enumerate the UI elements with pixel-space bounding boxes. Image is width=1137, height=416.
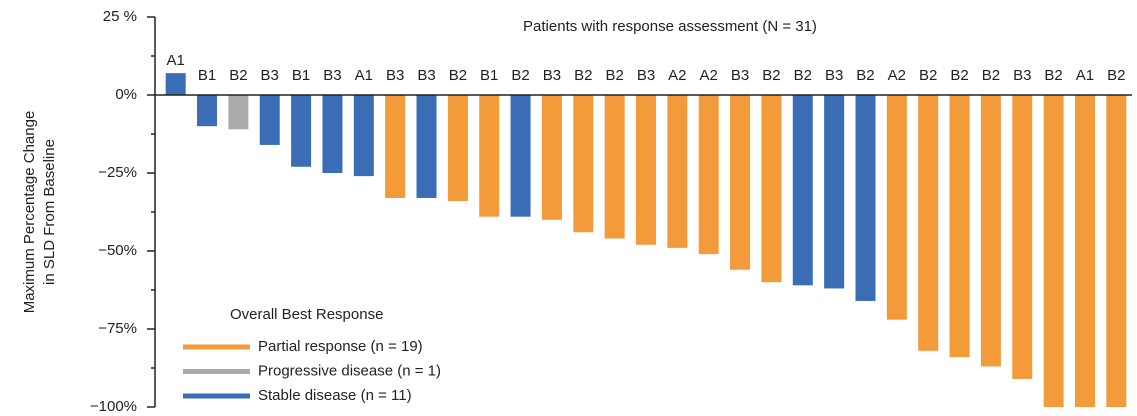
bar bbox=[541, 95, 562, 220]
bar bbox=[322, 95, 343, 173]
chart-title: Patients with response assessment (N = 3… bbox=[523, 18, 817, 35]
bar-label: B2 bbox=[950, 67, 968, 84]
bar-label: B2 bbox=[574, 67, 592, 84]
bar-label: B3 bbox=[1013, 67, 1031, 84]
bar bbox=[824, 95, 845, 289]
bar-label: B2 bbox=[449, 67, 467, 84]
bar bbox=[447, 95, 468, 202]
bar bbox=[1074, 95, 1095, 407]
bar-label: A1 bbox=[166, 52, 184, 69]
bar bbox=[667, 95, 688, 248]
bar-label: B3 bbox=[323, 67, 341, 84]
bar bbox=[385, 95, 406, 198]
bar bbox=[949, 95, 970, 358]
bar bbox=[855, 95, 876, 301]
y-axis-label: Maximum Percentage Change bbox=[21, 111, 38, 314]
bar-label: B2 bbox=[919, 67, 937, 84]
bar bbox=[353, 95, 374, 177]
bar-label: B3 bbox=[261, 67, 279, 84]
bar-label: A2 bbox=[888, 67, 906, 84]
bar bbox=[291, 95, 312, 167]
bar-label: A2 bbox=[700, 67, 718, 84]
bar-label: B3 bbox=[417, 67, 435, 84]
bar bbox=[918, 95, 939, 351]
bar bbox=[228, 95, 249, 130]
bar bbox=[1043, 95, 1064, 407]
y-axis-label: in SLD From Baseline bbox=[41, 139, 58, 285]
y-tick-label: −50% bbox=[98, 242, 137, 259]
bar-label: B3 bbox=[731, 67, 749, 84]
y-tick-label: −25% bbox=[98, 164, 137, 181]
bar-label: B3 bbox=[637, 67, 655, 84]
bar-label: B1 bbox=[480, 67, 498, 84]
bar bbox=[792, 95, 813, 286]
bar bbox=[980, 95, 1001, 367]
legend-label: Stable disease (n = 11) bbox=[258, 387, 412, 404]
legend-title: Overall Best Response bbox=[230, 306, 383, 323]
bar-label: B2 bbox=[605, 67, 623, 84]
bar-label: B3 bbox=[825, 67, 843, 84]
bar bbox=[604, 95, 625, 239]
bar bbox=[259, 95, 280, 145]
bar bbox=[1106, 95, 1127, 407]
bar-label: B2 bbox=[794, 67, 812, 84]
bar bbox=[197, 95, 218, 127]
bar-label: B2 bbox=[1107, 67, 1125, 84]
bar-label: B2 bbox=[229, 67, 247, 84]
bar bbox=[1012, 95, 1033, 379]
bar-label: B1 bbox=[198, 67, 216, 84]
bar-label: B2 bbox=[856, 67, 874, 84]
y-tick-label: 25 % bbox=[103, 8, 137, 25]
bar-label: A2 bbox=[668, 67, 686, 84]
bar bbox=[698, 95, 719, 255]
bar-label: A1 bbox=[355, 67, 373, 84]
bar-label: B3 bbox=[386, 67, 404, 84]
bar bbox=[573, 95, 594, 233]
legend-label: Progressive disease (n = 1) bbox=[258, 362, 441, 379]
bar-label: B1 bbox=[292, 67, 310, 84]
bar bbox=[761, 95, 782, 283]
bar-label: B2 bbox=[762, 67, 780, 84]
y-tick-label: 0% bbox=[115, 86, 137, 103]
bar-label: B2 bbox=[982, 67, 1000, 84]
bar bbox=[730, 95, 751, 270]
bar bbox=[510, 95, 531, 217]
bar bbox=[165, 73, 186, 95]
y-tick-label: −100% bbox=[90, 398, 137, 415]
bar bbox=[416, 95, 437, 198]
bar-label: B2 bbox=[1044, 67, 1062, 84]
bar-label: B2 bbox=[511, 67, 529, 84]
y-tick-label: −75% bbox=[98, 320, 137, 337]
legend-label: Partial response (n = 19) bbox=[258, 338, 423, 355]
bar-label: B3 bbox=[543, 67, 561, 84]
bar bbox=[886, 95, 907, 320]
bar bbox=[636, 95, 656, 245]
bar-label: A1 bbox=[1076, 67, 1094, 84]
bar bbox=[479, 95, 500, 217]
